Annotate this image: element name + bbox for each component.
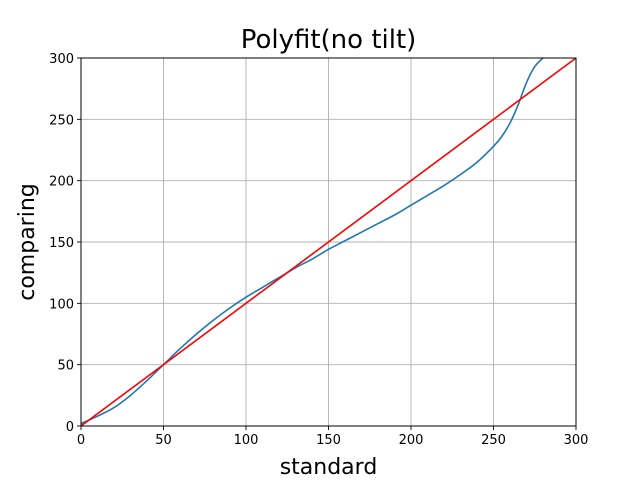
x-tick-label: 200 <box>399 433 424 448</box>
chart-title: Polyfit(no tilt) <box>241 25 417 55</box>
y-tick-label: 50 <box>57 359 74 374</box>
series-line-1 <box>80 57 544 425</box>
y-axis-label: comparing <box>15 183 40 301</box>
y-tick-label: 300 <box>49 52 74 67</box>
x-tick-label: 250 <box>481 433 506 448</box>
x-tick-label: 100 <box>234 433 259 448</box>
y-tick-label: 250 <box>49 113 74 128</box>
y-tick-label: 150 <box>49 236 74 251</box>
x-tick-label: 150 <box>316 433 341 448</box>
x-tick-label: 0 <box>77 433 85 448</box>
x-axis-label: standard <box>280 455 378 480</box>
y-tick-label: 100 <box>49 297 74 312</box>
x-tick-label: 50 <box>155 433 172 448</box>
ticks: 0 50 100 150 200 250 300 0 50 100 150 200 250 300 <box>49 52 588 448</box>
series-layer <box>80 57 577 427</box>
y-tick-label: 200 <box>49 175 74 190</box>
x-tick-label: 300 <box>564 433 589 448</box>
series-line-2 <box>80 57 577 427</box>
y-tick-label: 0 <box>66 420 74 435</box>
